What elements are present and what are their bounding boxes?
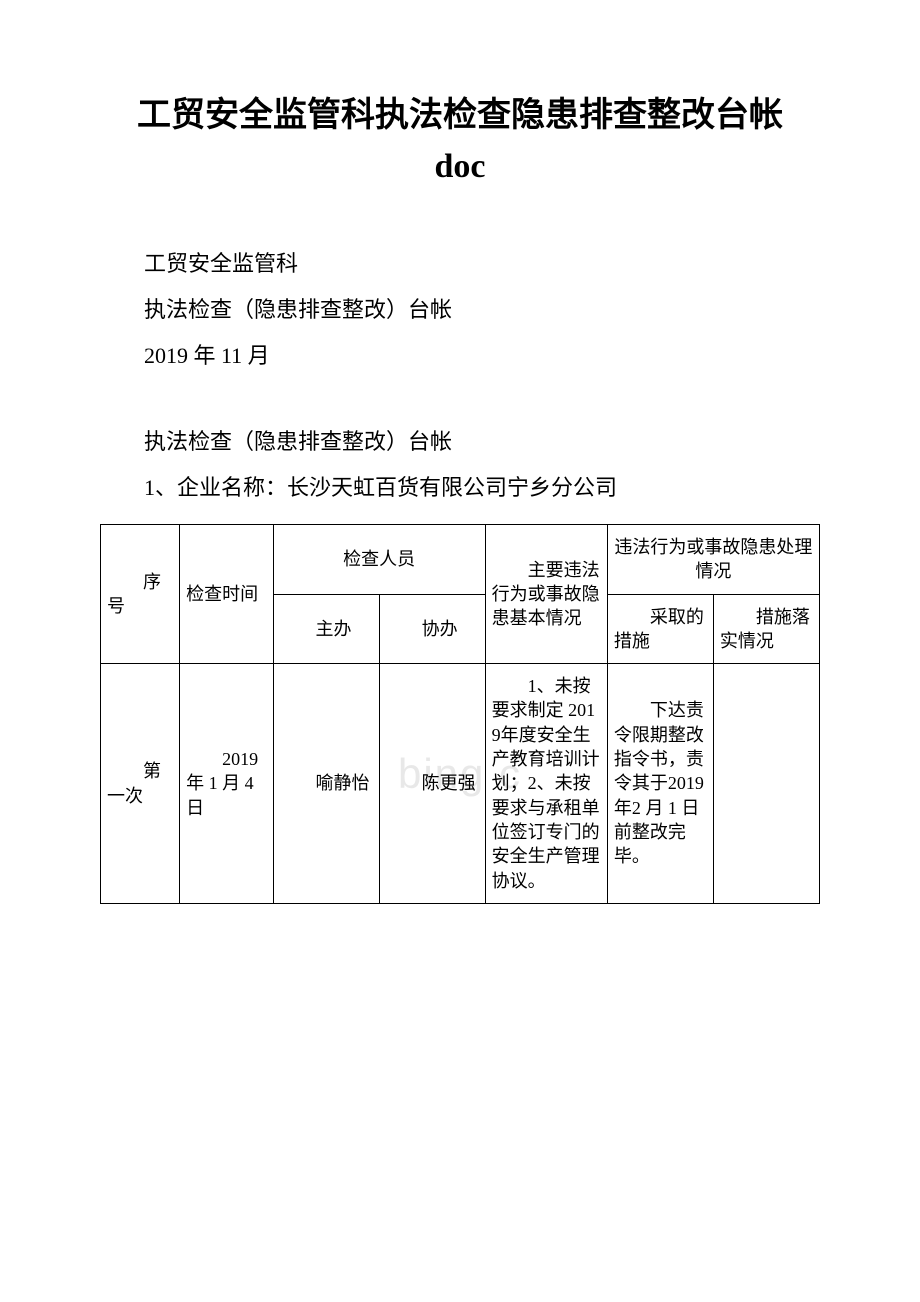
header-result: 措施落实情况 (713, 594, 819, 664)
intro-line-2: 执法检查（隐患排查整改）台帐 (100, 288, 820, 332)
cell-main: 喻静怡 (273, 664, 379, 904)
intro-line-1: 工贸安全监管科 (100, 242, 820, 286)
header-time: 检查时间 (180, 525, 273, 664)
title-line-2: doc (100, 141, 820, 192)
cell-result (713, 664, 819, 904)
header-issue: 主要违法行为或事故隐患基本情况 (485, 525, 607, 664)
header-seq: 序号 (101, 525, 180, 664)
intro-line-3: 2019 年 11 月 (100, 334, 820, 378)
cell-assist: 陈更强 (379, 664, 485, 904)
header-action: 采取的措施 (607, 594, 713, 664)
header-main: 主办 (273, 594, 379, 664)
document-title: 工贸安全监管科执法检查隐患排查整改台帐 doc (100, 90, 820, 192)
company-name: 1、企业名称：长沙天虹百货有限公司宁乡分公司 (100, 466, 820, 510)
table-header-row-1: 序号 检查时间 检查人员 主要违法行为或事故隐患基本情况 违法行为或事故隐患处理… (101, 525, 820, 595)
section-header: 执法检查（隐患排查整改）台帐 (100, 420, 820, 464)
cell-action: 下达责令限期整改指令书，责令其于2019 年2 月 1 日前整改完毕。 (607, 664, 713, 904)
inspection-table: 序号 检查时间 检查人员 主要违法行为或事故隐患基本情况 违法行为或事故隐患处理… (100, 524, 820, 904)
title-line-1: 工贸安全监管科执法检查隐患排查整改台帐 (100, 90, 820, 141)
cell-time: 2019 年 1 月 4 日 (180, 664, 273, 904)
cell-seq: 第一次 (101, 664, 180, 904)
header-inspectors: 检查人员 (273, 525, 485, 595)
table-row: 第一次 2019 年 1 月 4 日 喻静怡 陈更强 1、未按要求制定 2019… (101, 664, 820, 904)
header-handling: 违法行为或事故隐患处理情况 (607, 525, 819, 595)
cell-issue: 1、未按要求制定 2019年度安全生产教育培训计划；2、未按要求与承租单位签订专… (485, 664, 607, 904)
header-assist: 协办 (379, 594, 485, 664)
